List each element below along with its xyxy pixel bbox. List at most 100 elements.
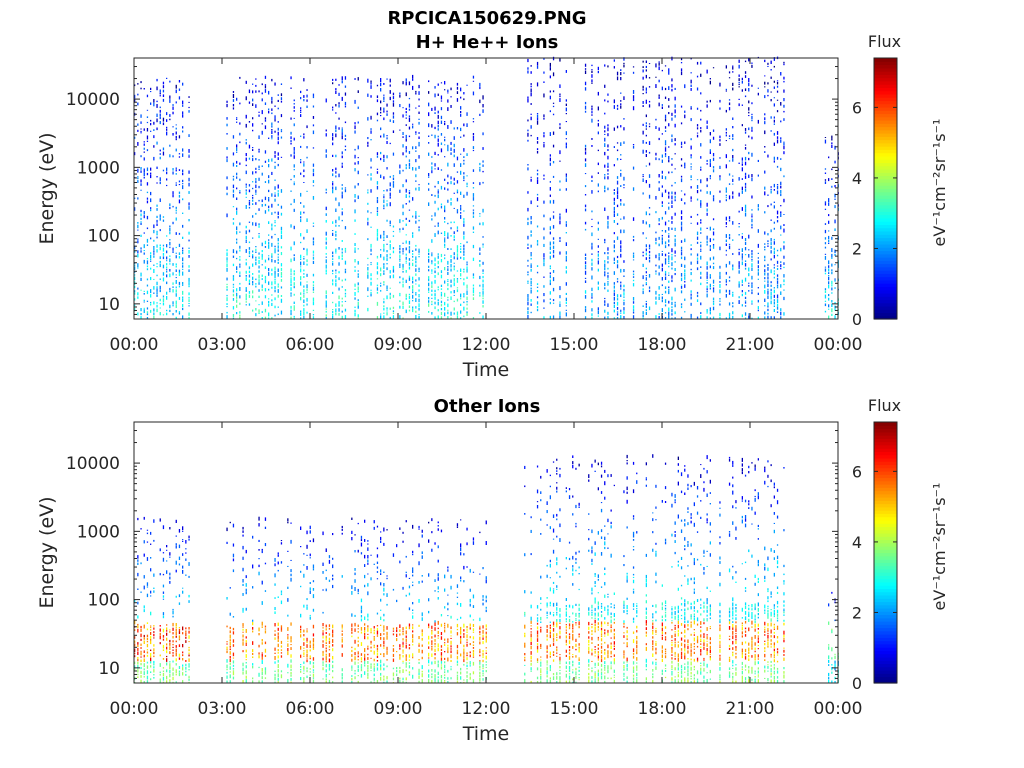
flux-cell: [258, 312, 260, 314]
colorbar-segment: [874, 100, 897, 105]
flux-cell: [712, 300, 715, 303]
flux-cell: [277, 127, 279, 131]
flux-cell: [146, 149, 149, 152]
flux-cell: [530, 284, 532, 287]
flux-cell: [344, 251, 347, 253]
flux-cell: [140, 247, 142, 250]
flux-cell: [335, 171, 337, 174]
flux-cell: [236, 147, 238, 152]
flux-cell: [357, 261, 359, 265]
flux-cell: [408, 190, 411, 192]
flux-cell: [479, 213, 481, 215]
flux-cell: [338, 84, 340, 86]
flux-cell: [773, 264, 775, 266]
flux-cell: [623, 311, 625, 315]
x-tick-label: 06:00: [286, 335, 335, 355]
flux-cell: [437, 191, 439, 194]
flux-cell: [780, 139, 782, 143]
flux-cell: [744, 291, 747, 295]
flux-cell: [543, 93, 545, 98]
flux-cell: [444, 138, 446, 142]
colorbar-segment: [874, 129, 897, 134]
flux-cell: [479, 284, 481, 287]
flux-cell: [616, 264, 619, 269]
flux-cell: [386, 103, 388, 107]
flux-cell: [440, 293, 443, 297]
flux-cell: [565, 301, 567, 304]
flux-cell: [408, 126, 411, 130]
flux-cell: [552, 56, 555, 61]
flux-cell: [565, 121, 567, 123]
flux-cell: [287, 586, 289, 589]
flux-cell: [463, 148, 465, 152]
flux-cell: [757, 204, 759, 208]
flux-cell: [565, 175, 567, 178]
flux-cell: [824, 139, 827, 144]
flux-cell: [290, 131, 292, 135]
flux-cell: [604, 176, 606, 180]
flux-cell: [357, 248, 359, 250]
flux-cell: [834, 308, 836, 311]
flux-cell: [456, 278, 459, 280]
flux-cell: [725, 280, 727, 283]
flux-cell: [309, 553, 311, 557]
flux-cell: [380, 636, 382, 640]
flux-cell: [242, 545, 244, 550]
flux-cell: [770, 60, 772, 64]
flux-cell: [178, 544, 181, 549]
flux-cell: [668, 202, 670, 204]
flux-cell: [169, 673, 171, 678]
flux-cell: [530, 257, 532, 260]
flux-cell: [367, 221, 369, 226]
flux-cell: [357, 290, 359, 293]
flux-cell: [150, 119, 152, 122]
flux-cell: [312, 673, 315, 677]
flux-cell: [386, 189, 388, 192]
flux-cell: [655, 301, 657, 305]
flux-cell: [741, 255, 743, 259]
flux-cell: [137, 644, 139, 647]
flux-cell: [261, 172, 263, 176]
flux-cell: [338, 102, 340, 105]
flux-cell: [332, 656, 334, 660]
flux-cell: [312, 648, 315, 650]
flux-cell: [648, 248, 651, 250]
flux-cell: [479, 113, 481, 116]
flux-cell: [642, 317, 644, 319]
flux-cell: [418, 91, 420, 95]
flux-cell: [709, 99, 711, 103]
flux-cell: [245, 270, 247, 274]
flux-cell: [229, 662, 231, 666]
flux-cell: [175, 304, 177, 308]
flux-cell: [616, 236, 619, 240]
flux-cell: [604, 274, 606, 277]
flux-cell: [671, 84, 673, 88]
flux-cell: [169, 643, 171, 646]
colorbar-segment: [874, 299, 897, 304]
flux-cell: [271, 235, 273, 239]
flux-cell: [530, 287, 532, 290]
flux-cell: [332, 676, 334, 679]
flux-cell: [229, 680, 231, 683]
flux-cell: [264, 648, 267, 653]
colorbar-segment: [874, 227, 897, 232]
flux-cell: [354, 233, 356, 235]
flux-cell: [543, 257, 545, 260]
flux-cell: [690, 272, 692, 276]
flux-cell: [437, 125, 439, 128]
flux-cell: [188, 535, 190, 539]
flux-cell: [306, 644, 308, 648]
flux-cell: [773, 201, 775, 203]
flux-cell: [447, 92, 449, 94]
flux-cell: [412, 215, 414, 218]
flux-cell: [261, 601, 263, 605]
flux-cell: [460, 293, 462, 298]
flux-cell: [268, 298, 270, 300]
flux-cell: [472, 297, 475, 300]
flux-cell: [725, 263, 727, 268]
flux-cell: [156, 249, 158, 253]
flux-cell: [357, 273, 359, 276]
flux-cell: [367, 657, 369, 660]
flux-cell: [402, 211, 404, 216]
flux-cell: [143, 215, 145, 219]
